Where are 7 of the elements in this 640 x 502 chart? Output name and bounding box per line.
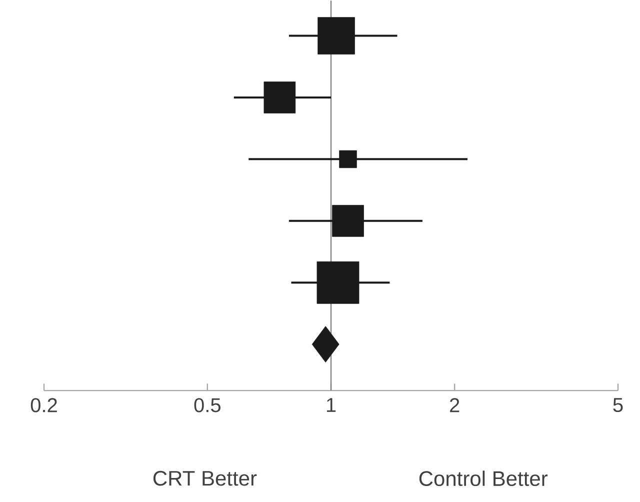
x-tick-label: 5 [613,398,623,412]
x-tick-label: 0.2 [30,398,57,412]
text: CRT Better [153,471,257,486]
x-tick-label: 0.5 [194,398,220,412]
x-tick-label: 1 [326,398,336,412]
text: Control Better [419,470,548,486]
x-tick-label: 2 [450,398,460,412]
